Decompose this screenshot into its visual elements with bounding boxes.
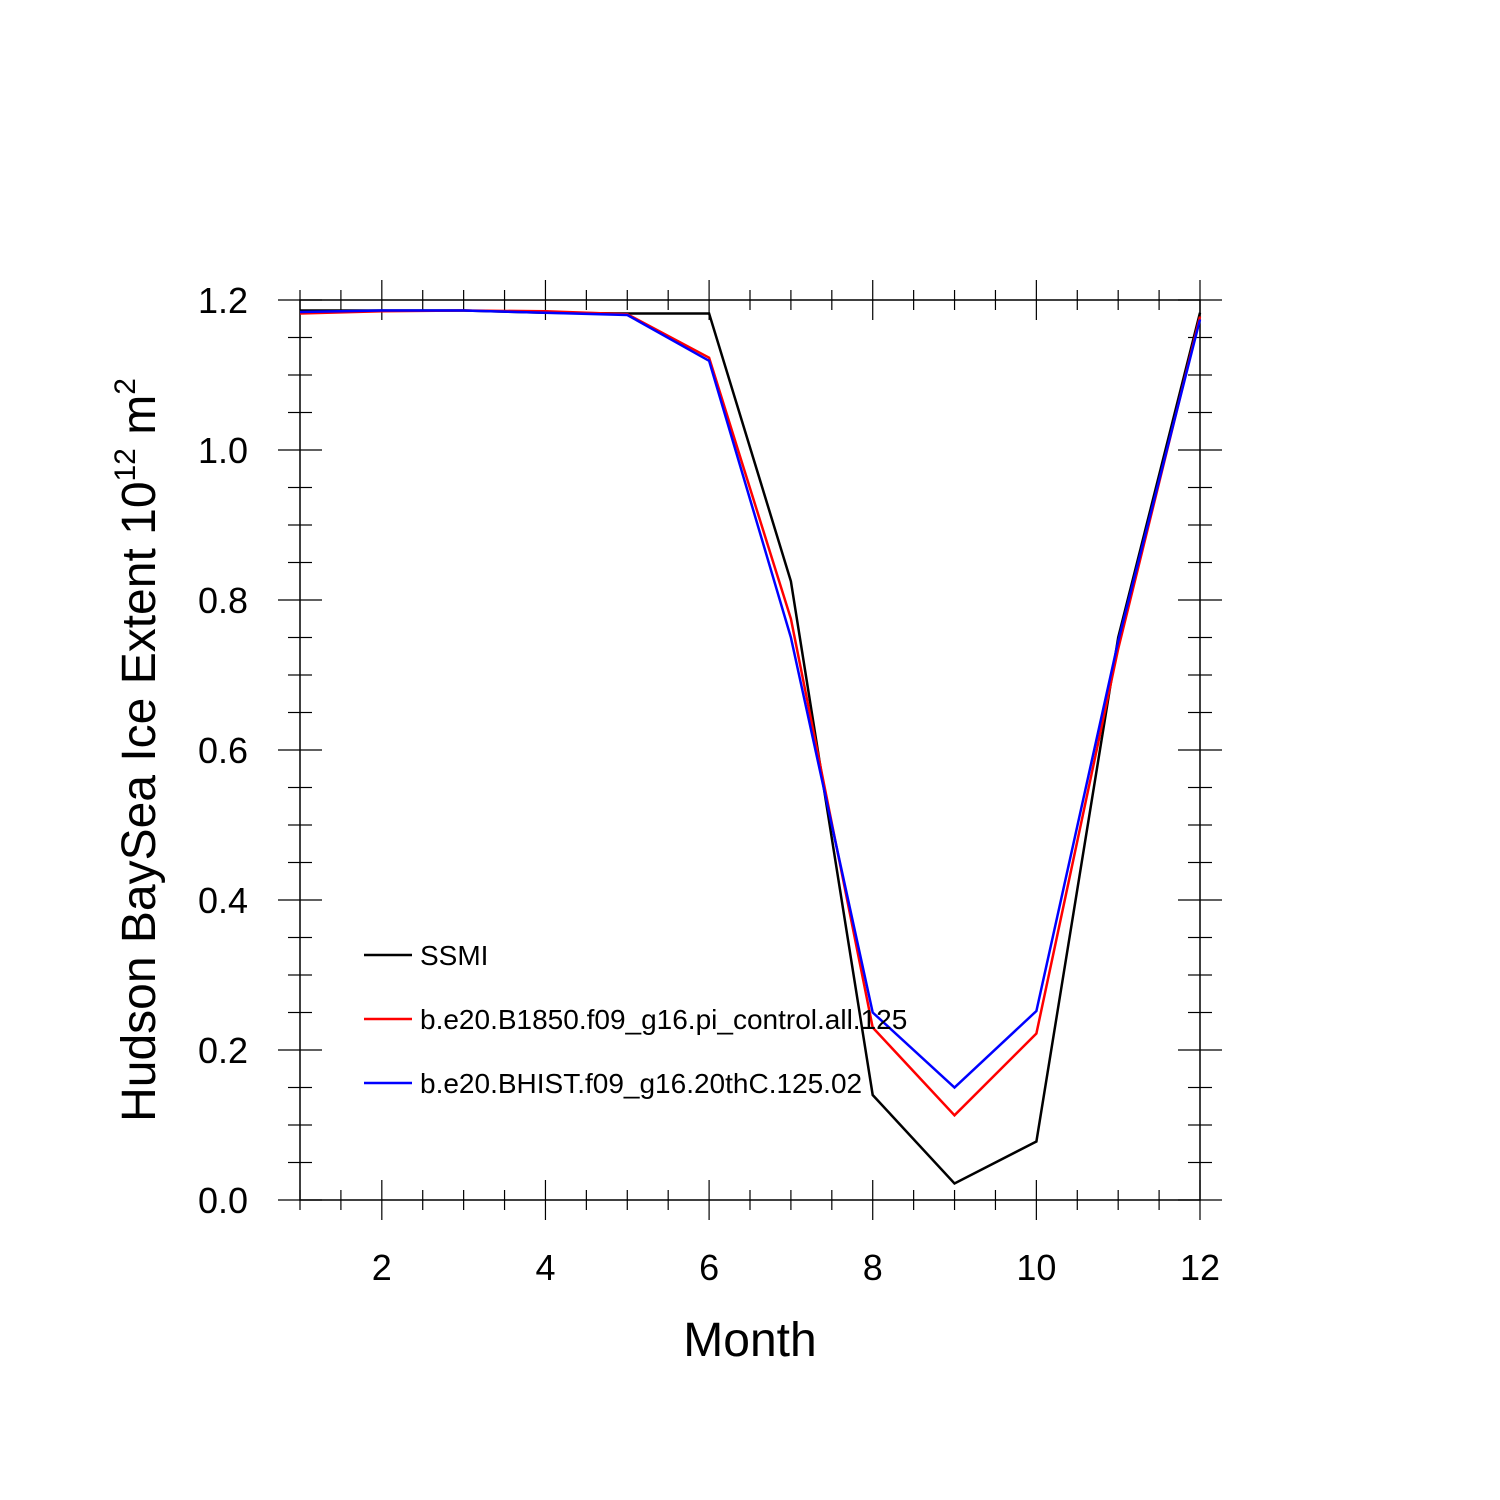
series-lines — [299, 309, 1202, 1186]
legend: SSMI b.e20.B1850.f09_g16.pi_control.all.1… — [364, 940, 907, 1099]
plot-frame — [299, 299, 1201, 1201]
y-tick-labels: 0.0 0.2 0.4 0.6 0.8 1.0 1.2 — [198, 280, 248, 1221]
x-tick-labels: 2 4 6 8 10 12 — [372, 1247, 1220, 1288]
legend-label: b.e20.B1850.f09_g16.pi_control.all.125 — [420, 1004, 907, 1035]
x-tick-label: 2 — [372, 1247, 392, 1288]
x-tick-label: 10 — [1016, 1247, 1056, 1288]
x-tick-label: 8 — [863, 1247, 883, 1288]
y-tick-label: 0.0 — [198, 1180, 248, 1221]
series-line-1 — [300, 309, 1202, 1186]
x-tick-label: 6 — [699, 1247, 719, 1288]
legend-label: b.e20.BHIST.f09_g16.20thC.125.02 — [420, 1068, 862, 1099]
y-tick-label: 0.8 — [198, 580, 248, 621]
y-tick-label: 1.2 — [198, 280, 248, 321]
y-tick-label: 1.0 — [198, 430, 248, 471]
series-line-3 — [299, 309, 1202, 1090]
x-tick-label: 4 — [535, 1247, 555, 1288]
legend-label: SSMI — [420, 940, 488, 971]
axis-ticks — [278, 280, 1222, 1220]
x-axis-title: Month — [683, 1314, 816, 1367]
y-axis-title: Hudson BaySea Ice Extent 1012 m2 — [109, 378, 166, 1122]
y-tick-label: 0.6 — [198, 730, 248, 771]
series-line-2 — [299, 309, 1202, 1118]
y-tick-label: 0.4 — [198, 880, 248, 921]
y-tick-label: 0.2 — [198, 1030, 248, 1071]
x-tick-label: 12 — [1180, 1247, 1220, 1288]
